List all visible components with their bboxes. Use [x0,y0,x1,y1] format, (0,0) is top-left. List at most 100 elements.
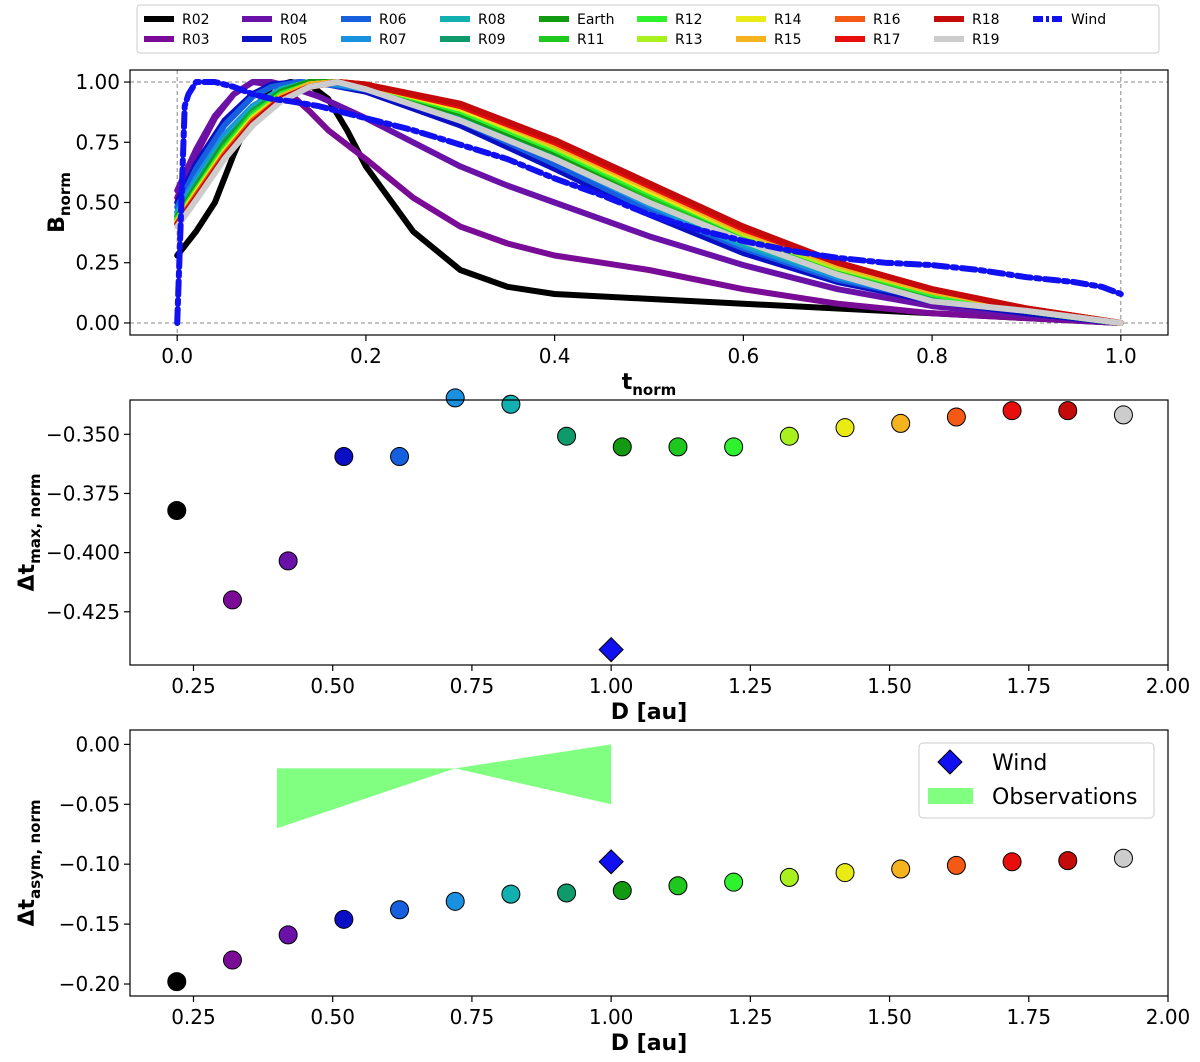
x-axis-label: D [au] [611,1031,688,1056]
legend-observations-label: Observations [992,785,1137,810]
legend-wind-marker [937,749,963,775]
legend-label-r18: R18 [972,12,1000,28]
x-tick-label: 0.0 [161,344,193,368]
legend-wind-label: Wind [992,751,1047,776]
x-tick-label: 1.25 [728,674,773,698]
y-tick-label: 0.25 [75,251,120,275]
marker-r19 [1113,848,1133,868]
marker-r17 [1002,401,1022,421]
y-axis-label: Δtmax, norm [15,474,44,592]
legend-label-r13: R13 [675,32,703,48]
panel-dt-asym: 0.25 0.50 0.75 1.00 1.25 1.50 1.75 2.00 −0.20 −0.… [15,729,1191,1056]
marker-r07 [445,891,465,911]
y-axis-label-sub: norm [56,172,74,216]
y-tick-label: 0.75 [75,130,120,154]
x-tick-label: 2.00 [1146,674,1191,698]
top-legend: R02 R03 R04 R05 R06 R07 R08 R09 Earth R11 R12 R13 R1… [136,4,1160,54]
x-tick-label: 1.75 [1007,1005,1052,1029]
marker-r12 [724,437,744,457]
x-tick-label: 1.00 [589,674,634,698]
x-tick-label: 0.2 [350,344,382,368]
legend-label-r03: R03 [182,32,210,48]
x-axis-label: tnorm [622,370,677,399]
panel-b-norm: 0.0 0.2 0.4 0.6 0.8 1.00.000.250.500.751.00tn… [45,69,1169,399]
y-axis-label-main: Δt [15,563,40,591]
series-line-r04 [174,79,1124,326]
y-tick-label: 0.00 [75,732,120,756]
legend-label-r02: R02 [182,12,210,28]
marker-r18 [1058,401,1078,421]
marker-r08 [501,884,521,904]
panel-legend: Wind Observations [918,742,1155,819]
panel-dt-max: 0.25 0.50 0.75 1.00 1.25 1.50 1.75 2.00 −0.425 −0… [15,388,1191,725]
plot-frame [129,729,1169,997]
x-tick-label: 0.8 [916,344,948,368]
marker-r02 [167,972,187,992]
legend-label-r07: R07 [379,32,407,48]
legend-label-r06: R06 [379,12,407,28]
observations-band [277,744,612,829]
y-axis-label: Bnorm [45,172,74,233]
legend-label-earth: Earth [577,12,615,28]
legend-label-r17: R17 [873,32,901,48]
y-tick-label: −0.400 [46,541,120,565]
marker-r06 [390,447,410,467]
marker-r08 [501,394,521,414]
legend-label-r11: R11 [577,32,605,48]
x-tick-label: 2.00 [1146,1005,1191,1029]
y-axis-label-sub: asym, norm [26,800,44,899]
series-line-r19 [174,79,1124,326]
x-tick-label: 0.4 [539,344,571,368]
legend-frame [136,4,1160,54]
x-tick-label: 0.50 [310,674,355,698]
marker-r13 [779,426,799,446]
marker-r02 [167,500,187,520]
marker-r15 [891,859,911,879]
x-tick-label: 1.00 [589,1005,634,1029]
legend-label-r19: R19 [972,32,1000,48]
marker-r18 [1058,851,1078,871]
legend-frame [918,742,1155,819]
x-axis-label: D [au] [611,700,688,725]
marker-r13 [779,867,799,887]
marker-r11 [668,876,688,896]
marker-earth [612,437,632,457]
marker-r09 [557,426,577,446]
legend-observations-swatch [928,788,973,804]
x-axis-label-main: t [622,370,633,395]
x-tick-label: 0.50 [310,1005,355,1029]
legend-label-r05: R05 [280,32,308,48]
marker-r03 [222,590,242,610]
x-tick-label: 1.75 [1007,674,1052,698]
marker-r03 [222,950,242,970]
legend-label-r12: R12 [675,12,703,28]
y-tick-label: 0.50 [75,191,120,215]
marker-wind [598,849,624,875]
x-tick-label: 1.0 [1105,344,1137,368]
legend-label-r08: R08 [478,12,506,28]
y-tick-label: −0.15 [59,912,120,936]
x-tick-label: 0.75 [450,1005,495,1029]
marker-r11 [668,437,688,457]
x-tick-label: 0.75 [450,674,495,698]
x-tick-label: 0.25 [171,674,216,698]
marker-r06 [390,900,410,920]
y-tick-label: −0.05 [59,792,120,816]
y-axis-label-main: Δt [15,898,40,926]
legend-label-wind: Wind [1071,12,1106,28]
marker-r14 [835,863,855,883]
marker-r16 [946,855,966,875]
marker-r16 [946,407,966,427]
y-tick-label: −0.375 [46,481,120,505]
y-axis-label: Δtasym, norm [15,800,44,927]
marker-r15 [891,413,911,433]
series-line-wind [174,79,1124,326]
y-tick-label: −0.350 [46,422,120,446]
legend-label-r14: R14 [774,12,802,28]
y-tick-label: −0.20 [59,972,120,996]
marker-r04 [278,925,298,945]
marker-r14 [835,418,855,438]
marker-wind [598,636,624,663]
marker-r05 [334,909,354,929]
